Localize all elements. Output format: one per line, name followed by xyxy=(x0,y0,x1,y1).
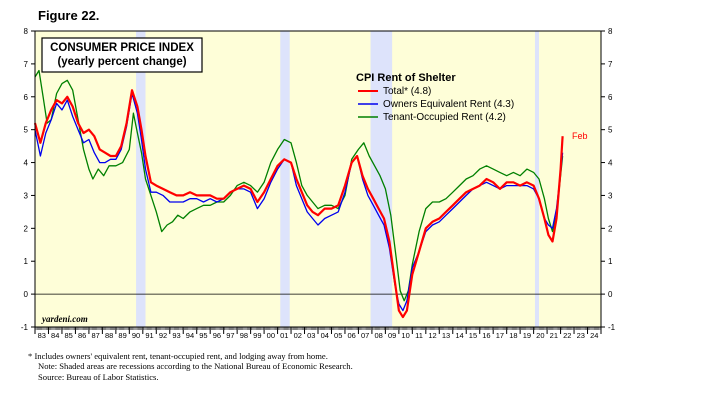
x-tick-label-0: 83 xyxy=(38,331,46,340)
y-tick-label-left-6: 5 xyxy=(24,126,29,135)
chart-subtitle: (yearly percent change) xyxy=(57,56,186,68)
y-tick-label-right-2: 1 xyxy=(608,257,613,266)
x-tick-label-3: 86 xyxy=(78,331,86,340)
x-tick-label-37: 20 xyxy=(536,331,544,340)
x-tick-label-17: 00 xyxy=(267,331,275,340)
y-tick-label-left-3: 2 xyxy=(24,224,29,233)
series-lines xyxy=(33,69,564,319)
x-tick-label-16: 99 xyxy=(253,331,261,340)
legend-title: CPI Rent of Shelter xyxy=(356,72,456,84)
y-tick-label-right-0: -1 xyxy=(608,323,616,332)
x-tick-label-34: 17 xyxy=(496,331,504,340)
title-box-frame xyxy=(41,37,203,73)
footnote-source: Source: Bureau of Labor Statistics. xyxy=(38,371,159,382)
x-tick-label-39: 22 xyxy=(563,331,571,340)
x-tick-label-33: 16 xyxy=(482,331,490,340)
x-tick-label-8: 91 xyxy=(145,331,153,340)
legend-label-owners: Owners Equivalent Rent (4.3) xyxy=(383,99,514,110)
x-tick-label-23: 06 xyxy=(348,331,356,340)
series-total xyxy=(33,89,564,319)
x-tick-label-13: 96 xyxy=(213,331,221,340)
x-tick-label-28: 11 xyxy=(415,331,423,340)
x-tick-label-20: 03 xyxy=(307,331,315,340)
x-tick-label-14: 97 xyxy=(226,331,234,340)
legend-label-tenant: Tenant-Occupied Rent (4.2) xyxy=(383,112,506,123)
x-tick-label-35: 18 xyxy=(509,331,517,340)
x-tick-label-30: 13 xyxy=(442,331,450,340)
title-box: CONSUMER PRICE INDEX (yearly percent cha… xyxy=(41,37,203,73)
y-tick-label-right-3: 2 xyxy=(608,224,613,233)
y-tick-label-right-4: 3 xyxy=(608,191,613,200)
x-tick-label-12: 95 xyxy=(199,331,207,340)
figure-label: Figure 22. xyxy=(38,8,100,23)
footnote-asterisk: * Includes owners' equivalent rent, tena… xyxy=(28,351,328,361)
x-tick-label-36: 19 xyxy=(523,331,531,340)
y-tick-label-left-9: 8 xyxy=(24,27,29,36)
x-tick-label-11: 94 xyxy=(186,331,194,340)
y-tick-label-left-4: 3 xyxy=(24,191,29,200)
x-tick-label-25: 08 xyxy=(374,331,382,340)
y-tick-label-left-2: 1 xyxy=(24,257,29,266)
cpi-rent-chart: -1 -10 01 12 23 34 45 56 67 78 883 84 85 86 87 88 89 90 91… xyxy=(21,27,616,340)
y-tick-label-left-1: 0 xyxy=(24,290,29,299)
x-tick-label-18: 01 xyxy=(280,331,288,340)
x-tick-label-22: 05 xyxy=(334,331,342,340)
y-tick-label-right-5: 4 xyxy=(608,159,613,168)
x-tick-label-31: 14 xyxy=(455,331,463,340)
y-tick-label-right-8: 7 xyxy=(608,60,613,69)
chart-title: CONSUMER PRICE INDEX xyxy=(50,42,194,54)
recession-band-3 xyxy=(534,31,540,327)
footnote-note: Note: Shaded areas are recessions accord… xyxy=(38,361,353,372)
x-tick-label-27: 10 xyxy=(401,331,409,340)
x-tick-label-1: 84 xyxy=(51,331,59,340)
y-tick-label-left-7: 6 xyxy=(24,93,29,102)
x-tick-label-38: 21 xyxy=(550,331,558,340)
x-tick-label-29: 12 xyxy=(428,331,436,340)
x-tick-label-24: 07 xyxy=(361,331,369,340)
end-annotation: Feb xyxy=(572,131,588,141)
x-tick-label-7: 90 xyxy=(132,331,140,340)
x-tick-label-19: 02 xyxy=(294,331,302,340)
x-tick-label-15: 98 xyxy=(240,331,248,340)
y-tick-label-left-8: 7 xyxy=(24,60,29,69)
source-tag: yardeni.com xyxy=(41,314,88,324)
x-tick-label-26: 09 xyxy=(388,331,396,340)
y-tick-label-left-5: 4 xyxy=(24,159,29,168)
plot-background xyxy=(35,31,601,327)
x-tick-label-9: 92 xyxy=(159,331,167,340)
plot-border xyxy=(34,30,602,328)
y-tick-label-right-6: 5 xyxy=(608,126,613,135)
x-tick-label-32: 15 xyxy=(469,331,477,340)
footnotes: * Includes owners' equivalent rent, tena… xyxy=(28,351,353,382)
x-tick-label-21: 04 xyxy=(321,331,329,340)
legend: CPI Rent of Shelter Total* (4.8) Owners … xyxy=(356,72,514,123)
x-tick-label-5: 88 xyxy=(105,331,113,340)
y-tick-label-left-0: -1 xyxy=(21,323,29,332)
y-tick-label-right-1: 0 xyxy=(608,290,613,299)
x-tick-label-41: 24 xyxy=(590,331,598,340)
y-tick-label-right-9: 8 xyxy=(608,27,613,36)
y-tick-label-right-7: 6 xyxy=(608,93,613,102)
recession-band-0 xyxy=(136,31,146,327)
x-tick-label-4: 87 xyxy=(91,331,99,340)
x-tick-label-6: 89 xyxy=(118,331,126,340)
x-tick-label-2: 85 xyxy=(65,331,73,340)
legend-label-total: Total* (4.8) xyxy=(383,86,431,97)
recession-band-1 xyxy=(280,31,290,327)
x-tick-label-10: 93 xyxy=(172,331,180,340)
series-tenant-occupied-rent xyxy=(34,69,564,302)
x-tick-label-40: 23 xyxy=(577,331,585,340)
